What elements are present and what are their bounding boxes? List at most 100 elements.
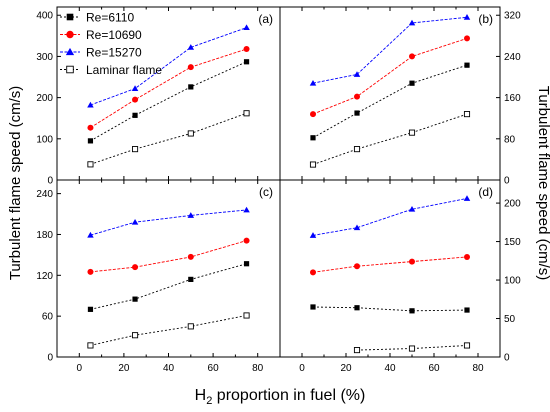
panel-a-series-re-10690-point (243, 46, 250, 53)
panel-c-series-re-6110-point (188, 276, 194, 282)
panel-c-series-re-6110-point (87, 306, 94, 312)
x-axis-label-main: H (195, 387, 207, 404)
panel-b: 0 80 160 240 320 (b) (279, 6, 521, 187)
panel-c-series-re-6110-point (132, 296, 138, 302)
panel-b-series-laminar-flame-point (353, 146, 361, 153)
panel-b-ytick-label: 320 (504, 11, 521, 22)
panel-a-series-re-6110-point (132, 112, 138, 118)
panel-d-xtick-label: 80 (472, 363, 484, 374)
panel-c-series-laminar-flame-point (243, 312, 250, 319)
panel-c-series-re-10690-point (87, 268, 94, 275)
panel-c-ytick-label: 240 (36, 189, 53, 200)
panel-b-series-re-15270-point (353, 71, 361, 77)
panel-c-ytick-label: 180 (36, 230, 53, 241)
panel-c-xtick-label: 60 (208, 363, 220, 374)
panel-a-series-re-10690-point (87, 124, 94, 131)
panel-a-ytick-label: 200 (36, 93, 53, 104)
legend-item-re-6110-marker (66, 13, 74, 21)
panel-b-series-re-6110-point (354, 110, 360, 116)
panel-d-series-laminar-flame-point (353, 347, 361, 354)
panel-b-series-laminar-flame-point (309, 161, 317, 168)
panel-b-series-re-10690-point (409, 53, 415, 60)
panel-d-series-re-15270-point (353, 224, 361, 231)
panel-b-ytick-label: 240 (504, 52, 521, 63)
panel-d-xtick-label: 0 (299, 363, 305, 374)
panel-c-series-re-6110-point (243, 261, 250, 267)
panel-b-series-re-10690-point (354, 93, 360, 100)
panel-b-series-re-10690-point (310, 111, 316, 118)
panel-c-series-re-15270-line (90, 209, 247, 236)
panel-c-series-laminar-flame-point (131, 332, 139, 339)
legend-item-laminar-flame-marker (66, 65, 74, 74)
panel-a-ytick-label: 400 (36, 11, 53, 22)
panel-c-xtick-label: 0 (77, 363, 83, 374)
y-axis-label-left: Turbulent flame speed (cm/s) (7, 86, 24, 281)
panel-d-series-re-15270-line (312, 198, 468, 236)
panel-a-series-re-6110-line (90, 61, 247, 142)
panel-a-series-laminar-flame-point (87, 161, 94, 168)
panel-c-ytick-label: 0 (47, 353, 53, 364)
panel-b-series-laminar-flame-point (463, 111, 471, 118)
panel-c-series-re-10690-point (132, 264, 139, 271)
panel-c-series-re-10690-point (187, 253, 194, 260)
legend-item-re-10690-label: Re=10690 (86, 28, 142, 42)
panel-d-ytick-label: 150 (504, 237, 521, 248)
panel-a-series-laminar-flame-point (187, 130, 194, 137)
panel-a-ytick-label: 0 (47, 176, 53, 187)
panel-d-xtick-label: 20 (340, 363, 352, 374)
panel-c-frame (56, 179, 281, 358)
panel-b-series-re-15270-point (463, 14, 471, 20)
panel-a-series-re-6110-point (87, 138, 94, 144)
panel-c-ytick-label: 60 (42, 312, 54, 323)
y-axis-label-right: Turbulent flame speed (cm/s) (535, 86, 550, 281)
panel-b-series-re-15270-point (309, 79, 317, 86)
panel-c-series-laminar-flame-point (87, 342, 94, 349)
panel-a-series-re-15270-point (187, 44, 195, 50)
panel-a-ytick-label: 100 (36, 134, 53, 145)
legend-item-re-6110-label: Re=6110 (86, 11, 134, 25)
panel-b-series-re-10690-point (464, 35, 470, 42)
panel-d-series-re-15270-point (309, 232, 317, 238)
panel-c-xtick-label: 40 (163, 363, 175, 374)
panel-d-series-re-6110-point (464, 307, 470, 313)
panel-d-series-re-10690-line (312, 256, 468, 273)
panel-c-series-laminar-flame-line (90, 315, 247, 346)
panel-d-series-re-6110-point (409, 308, 415, 314)
legend-item-re-15270-marker (65, 47, 75, 56)
panel-b-series-laminar-flame-line (312, 113, 468, 165)
panel-c: 0 60 120 180 240 0 20 40 60 80 (c) (36, 179, 281, 374)
panel-a-series-laminar-flame-point (243, 110, 250, 117)
panel-a-series-re-10690-point (187, 64, 194, 71)
x-axis-label-rest: proportion in fuel (%) (212, 387, 365, 404)
panel-c-series-re-15270-point (131, 218, 139, 225)
panel-c-series-re-15270-point (87, 231, 94, 238)
panel-a-series-re-15270-line (90, 27, 247, 106)
panel-d: 0 50 100 150 200 0 20 40 60 80 (d) (279, 179, 521, 374)
panel-d-series-re-10690-point (409, 258, 415, 265)
panel-c-ytick-label: 120 (36, 271, 53, 282)
panel-a-ytick-label: 300 (36, 52, 53, 63)
panel-c-series-re-10690-point (243, 237, 250, 244)
legend-item-laminar-flame-label: Laminar flame (86, 63, 162, 77)
panel-b-ytick-label: 80 (504, 134, 516, 145)
panel-a-series-re-15270-point (243, 24, 250, 31)
panel-d-series-laminar-flame-point (408, 345, 416, 352)
panel-c-xtick-label: 20 (118, 363, 130, 374)
panel-a-series-laminar-flame-point (131, 146, 139, 153)
panel-d-series-re-15270-point (463, 195, 471, 201)
panel-c-series-laminar-flame-point (187, 323, 194, 330)
panel-b-series-re-6110-line (312, 64, 468, 139)
panel-c-tag: (c) (259, 185, 273, 199)
panel-a-series-re-15270-point (131, 85, 139, 91)
panel-b-series-re-6110-point (409, 80, 415, 86)
panel-d-ytick-label: 0 (504, 353, 510, 364)
panel-b-frame (279, 6, 501, 181)
panel-c-series-re-6110-line (90, 263, 247, 310)
panel-b-series-laminar-flame-point (408, 129, 416, 136)
panel-a-series-laminar-flame-line (90, 112, 247, 165)
panel-d-xtick-label: 60 (428, 363, 440, 374)
panel-b-series-re-15270-point (408, 19, 416, 26)
legend-item-re-15270-label: Re=15270 (86, 46, 142, 60)
